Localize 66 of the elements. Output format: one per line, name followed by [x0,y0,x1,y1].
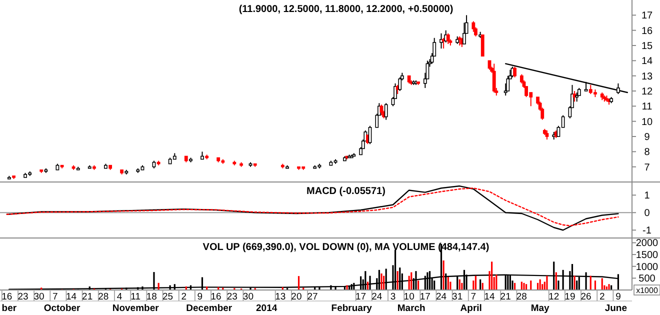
y-tick-label: 9 [644,132,650,143]
y-tick-label: 11 [642,102,653,113]
x-tick-label: 10 [404,292,414,302]
x-tick-label: 17 [420,292,430,302]
x-tick-label: 28 [516,292,527,302]
x-tick-label: 14 [66,292,77,302]
x-tick-label: 9 [197,292,203,302]
x-tick-label: 24 [372,292,382,302]
x2-tick-label: April [460,303,482,314]
y-tick-label: 14 [641,56,653,68]
x-tick-label: 13 [275,292,286,302]
x2-tick-label: June [604,303,628,314]
x-tick-label: 4 [116,292,122,302]
x-tick-label: 11 [130,292,141,302]
x2-tick-label: May [530,303,550,314]
x-tick-label: 9 [616,292,621,302]
chart-title: MACD (-0.05571) [306,186,386,197]
y-tick-label: 1000 [636,262,659,273]
x-tick-label: 17 [356,292,366,302]
chart-title: (11.9000, 12.5000, 11.8000, 12.2000, +0.50000) [238,4,454,15]
y-tick-label: 13 [641,71,653,82]
x-tick-label: 16 [2,292,12,302]
x2-tick-label: November [112,303,160,314]
x-tick-label: 30 [34,292,44,302]
y-tick-label: 500 [638,274,656,285]
x-tick-label: 12 [548,292,560,302]
y-tick-label: 17 [641,10,653,22]
x-tick-label: 7 [52,292,58,302]
y-tick-label: 1 [644,190,650,202]
x-tick-label: 16 [210,292,222,302]
x2-tick-label: February [331,303,373,314]
y-tick-label: -1 [642,226,652,237]
x-tick-label: 2 [599,292,605,302]
x2-tick-label: March [397,303,426,314]
x-tick-label: 14 [484,292,495,302]
x2-tick-label: 2014 [256,303,278,314]
x-tick-label: 28 [98,292,109,302]
y-tick-label: 15 [641,41,653,52]
x-tick-label: 27 [307,292,318,302]
x-tick-label: 26 [580,292,592,302]
y-tick-label: 2000 [636,238,659,250]
x-tick-label: 23 [226,292,238,302]
x2-tick-label: ber [2,303,17,314]
x-tick-label: 30 [242,292,254,302]
x-tick-label: 7 [470,292,476,302]
text: x1000 [636,286,658,295]
y-tick-label: 16 [641,26,653,37]
x-tick-label: 21 [82,292,93,302]
x-tick-label: 23 [18,292,28,302]
x2-tick-label: October [44,303,81,314]
y-tick-label: 10 [641,116,653,128]
x-tick-label: 31 [452,292,463,302]
x-tick-label: 25 [162,292,174,302]
x-tick-label: 20 [291,292,302,302]
x-tick-label: 21 [500,292,511,302]
y-tick-label: 0 [644,208,650,220]
x-tick-label: 18 [146,292,157,302]
x2-tick-label: December [186,303,232,314]
y-tick-label: 7 [644,162,650,174]
y-tick-label: 12 [641,86,653,98]
y-tick-label: 8 [644,147,650,158]
y-tick-label: 1500 [636,250,659,262]
x-tick-label: 19 [564,292,576,302]
x-tick-label: 3 [390,292,396,302]
x-tick-label: 24 [436,292,447,302]
x-tick-label: 2 [181,292,187,302]
